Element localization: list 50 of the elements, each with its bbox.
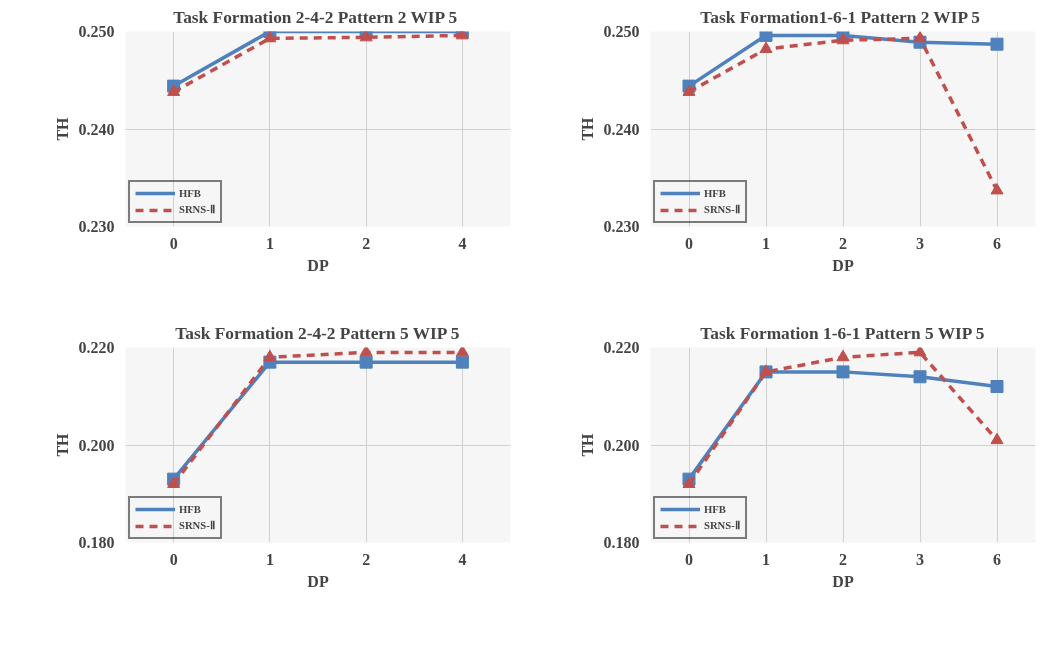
y-tick-label: 0.220 — [603, 339, 640, 356]
y-tick-label: 0.230 — [78, 218, 115, 235]
x-tick-label: 3 — [916, 550, 924, 568]
x-tick-label: 4 — [458, 234, 467, 252]
x-tick-label: 0 — [169, 550, 178, 568]
legend-label: HFB — [704, 503, 726, 515]
x-tick-label: 4 — [458, 550, 467, 568]
legend-label: SRNS-Ⅱ — [704, 519, 740, 532]
x-tick-label: 2 — [362, 234, 371, 252]
y-tick-label: 0.240 — [603, 120, 640, 138]
x-axis-title: DP — [307, 256, 329, 274]
y-tick-label: 0.200 — [78, 436, 115, 454]
y-tick-label: 0.180 — [603, 534, 640, 551]
x-tick-label: 2 — [362, 550, 371, 568]
y-tick-label: 0.240 — [78, 120, 115, 138]
legend-label: HFB — [179, 187, 201, 199]
y-axis-title: TH — [53, 432, 71, 457]
x-tick-label: 0 — [685, 234, 693, 252]
y-axis-title: TH — [578, 432, 596, 457]
x-tick-label: 6 — [993, 550, 1001, 568]
x-tick-label: 0 — [685, 550, 693, 568]
chart-title: Task Formation1-6-1 Pattern 2 WIP 5 — [700, 7, 981, 27]
y-tick-label: 0.250 — [603, 23, 640, 40]
chart-title: Task Formation 2-4-2 Pattern 2 WIP 5 — [173, 7, 458, 27]
legend-label: SRNS-Ⅱ — [704, 203, 740, 216]
x-axis-title: DP — [832, 256, 854, 274]
y-tick-label: 0.200 — [603, 436, 640, 454]
x-axis-title: DP — [832, 572, 854, 590]
x-tick-label: 6 — [993, 234, 1001, 252]
chart-title: Task Formation 1-6-1 Pattern 5 WIP 5 — [700, 323, 985, 343]
legend-label: SRNS-Ⅱ — [179, 519, 215, 532]
y-tick-label: 0.230 — [603, 218, 640, 235]
y-tick-label: 0.180 — [78, 534, 115, 551]
y-tick-label: 0.250 — [78, 23, 115, 40]
x-tick-label: 3 — [916, 234, 924, 252]
x-axis-title: DP — [307, 572, 329, 590]
x-tick-label: 1 — [762, 234, 770, 252]
legend-label: SRNS-Ⅱ — [179, 203, 215, 216]
x-tick-label: 1 — [762, 550, 770, 568]
y-tick-label: 0.220 — [78, 339, 115, 356]
chart-title: Task Formation 2-4-2 Pattern 5 WIP 5 — [175, 323, 460, 343]
legend-label: HFB — [179, 503, 201, 515]
x-tick-label: 2 — [839, 550, 847, 568]
y-axis-title: TH — [53, 116, 71, 141]
x-tick-label: 1 — [265, 550, 274, 568]
legend-label: HFB — [704, 187, 726, 199]
x-tick-label: 1 — [265, 234, 274, 252]
x-tick-label: 2 — [839, 234, 847, 252]
x-tick-label: 0 — [169, 234, 178, 252]
y-axis-title: TH — [578, 116, 596, 141]
